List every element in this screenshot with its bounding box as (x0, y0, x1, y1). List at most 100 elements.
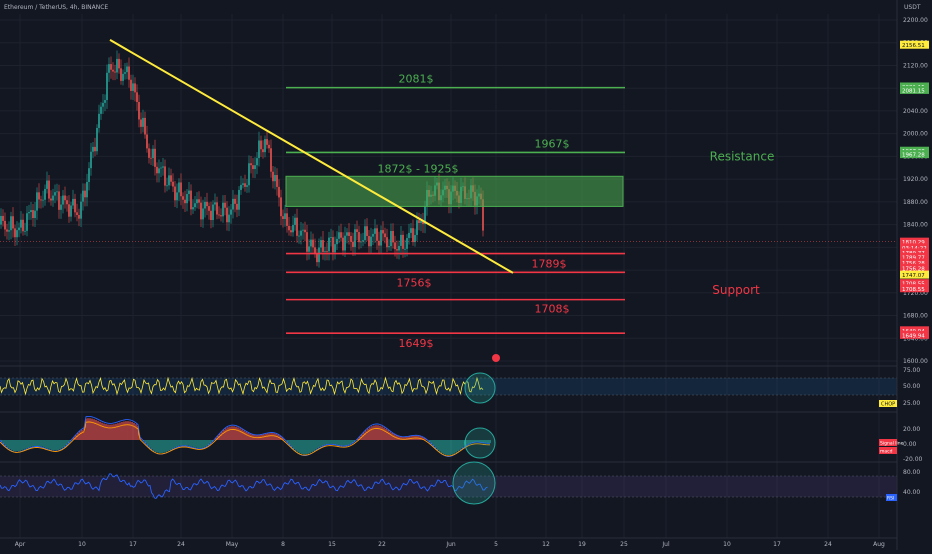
chop-tick-label: 25.00 (903, 400, 920, 407)
candle (400, 225, 402, 256)
candle (10, 211, 12, 240)
candle (350, 232, 352, 251)
candle (8, 221, 10, 241)
time-tick-label: 12 (542, 541, 550, 548)
candle (88, 162, 90, 191)
candle (102, 94, 104, 114)
candle (18, 222, 20, 238)
candle (248, 155, 250, 193)
candle (178, 178, 180, 201)
price-tick-label: 2120.00 (903, 62, 928, 69)
candle (408, 223, 410, 245)
svg-text:1967.28: 1967.28 (902, 153, 925, 159)
level-label: 1967$ (535, 137, 570, 150)
candle (134, 77, 136, 102)
candle (286, 207, 288, 233)
candle (242, 178, 244, 189)
candle (220, 208, 222, 222)
candle (122, 69, 124, 86)
candle (78, 208, 80, 227)
event-icon[interactable] (492, 354, 500, 362)
time-tick-label: 25 (620, 541, 628, 548)
candle (236, 194, 238, 218)
candle (114, 64, 116, 81)
candle (66, 195, 68, 212)
candle (352, 232, 354, 257)
price-tick-label: 1600.00 (903, 358, 928, 365)
candle (396, 240, 398, 259)
time-tick-label: 19 (578, 541, 586, 548)
candle (132, 74, 134, 101)
candle (422, 212, 424, 233)
candle (90, 143, 92, 176)
candle (96, 124, 98, 155)
candle (358, 225, 360, 250)
candle (144, 111, 146, 139)
candle (310, 231, 312, 254)
candle (174, 181, 176, 208)
candle (58, 184, 60, 219)
candle (190, 184, 192, 216)
candle (348, 223, 350, 245)
time-tick-label: Apr (15, 541, 26, 548)
candle (214, 193, 216, 211)
price-tick-label: 1680.00 (903, 313, 928, 320)
candle (302, 223, 304, 240)
time-tick-label: Aug (873, 541, 885, 548)
price-tag: 2156.51 (900, 40, 929, 49)
candle (194, 195, 196, 211)
chop-tick-label: 75.00 (903, 367, 920, 374)
candle (330, 228, 332, 247)
candle (20, 211, 22, 234)
time-tick-label: Jul (661, 541, 670, 548)
candle (14, 224, 16, 246)
candle (30, 202, 32, 220)
level-label: 2081$ (399, 73, 434, 86)
candle (414, 228, 416, 247)
candle (24, 222, 26, 236)
candle (84, 183, 86, 207)
candle (152, 145, 154, 167)
candle (40, 195, 42, 209)
candle (342, 232, 344, 256)
candle (110, 56, 112, 79)
candle (210, 201, 212, 229)
candle (2, 209, 4, 227)
candle (200, 196, 202, 228)
candle (380, 225, 382, 254)
candle (86, 173, 88, 207)
candle (124, 63, 126, 80)
level-label: 1756$ (397, 276, 432, 289)
candle (312, 233, 314, 253)
candle (230, 204, 232, 224)
price-tag: 1756.28 (900, 263, 929, 272)
candle (60, 196, 62, 219)
candle (278, 179, 280, 207)
chop-tag: CHOP (879, 400, 897, 408)
svg-text:Signal line: Signal line (880, 441, 904, 447)
candle (56, 183, 58, 201)
candle (370, 227, 372, 254)
candle (320, 236, 322, 255)
price-tag: 1789.77 (900, 252, 929, 261)
svg-text:1649.94: 1649.94 (902, 333, 925, 339)
candle (282, 209, 284, 228)
candle (202, 199, 204, 228)
candle (154, 139, 156, 176)
candle (16, 221, 18, 246)
candle (184, 190, 186, 212)
candle (412, 219, 414, 246)
candle (36, 187, 38, 220)
descending-trendline[interactable] (109, 39, 514, 274)
resistance-zone[interactable] (285, 175, 624, 207)
time-tick-label: 24 (824, 541, 832, 548)
candle (240, 175, 242, 195)
time-tick-label: 8 (281, 541, 285, 548)
candle (284, 204, 286, 227)
price-tick-label: 2000.00 (903, 131, 928, 138)
candle (188, 181, 190, 202)
candle (50, 190, 52, 206)
candle (264, 135, 266, 158)
candle (226, 201, 228, 231)
